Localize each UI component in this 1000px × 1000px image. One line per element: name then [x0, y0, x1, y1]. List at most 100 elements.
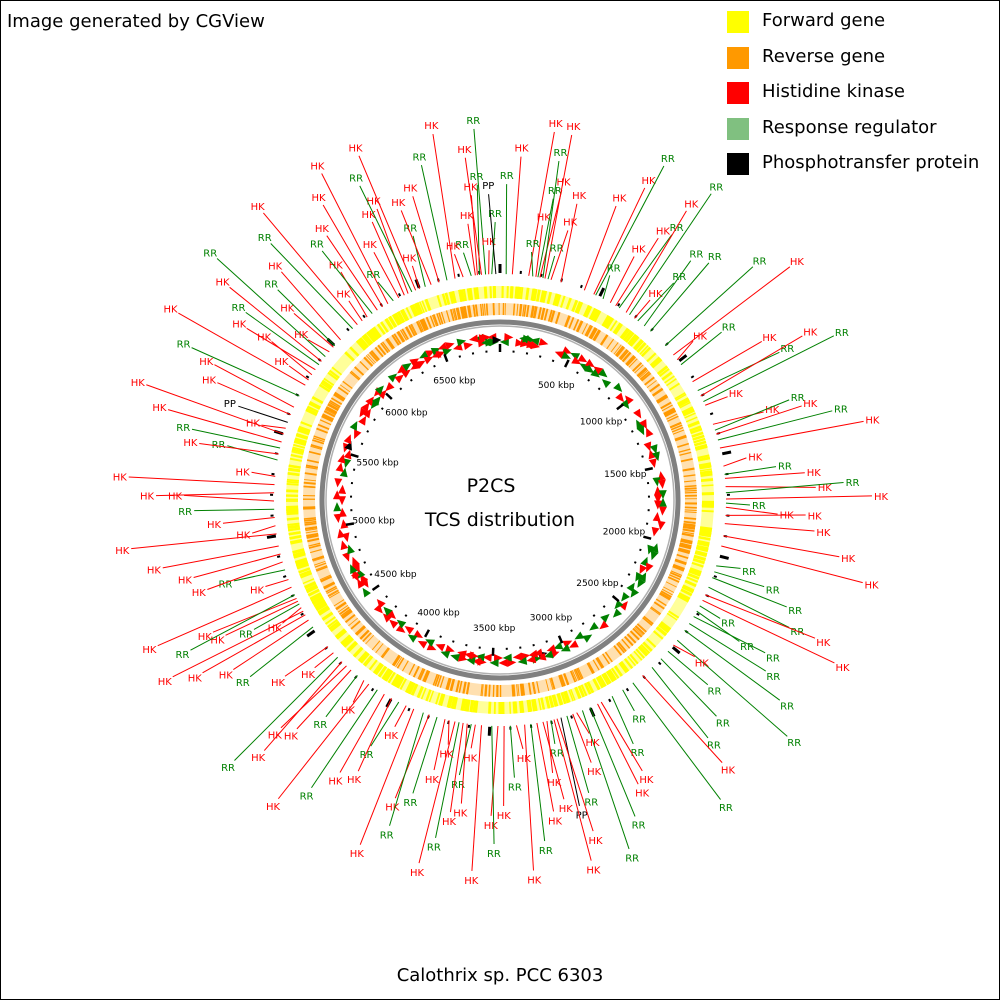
tcs-arrowhead: [577, 354, 588, 363]
forward-gene: [700, 470, 713, 475]
tcs-arrowhead: [383, 606, 393, 616]
feature-leader-line: [284, 646, 329, 677]
forward-gene: [583, 682, 592, 695]
reverse-gene: [312, 557, 325, 562]
feature-leader-line: [490, 725, 499, 816]
reverse-gene: [359, 629, 370, 640]
tcs-arrowhead: [613, 382, 623, 393]
reverse-gene: [610, 342, 619, 353]
feature-label-hk: HK: [301, 670, 316, 681]
forward-gene: [286, 509, 299, 514]
reverse-gene: [632, 627, 643, 638]
forward-gene: [349, 346, 360, 357]
tcs-arrowhead: [619, 601, 628, 611]
feature-label-rr: RR: [708, 252, 722, 263]
forward-gene: [288, 531, 301, 536]
forward-gene: [293, 551, 306, 557]
feature-leader-line: [157, 586, 292, 647]
reverse-gene: [456, 680, 461, 693]
legend-item-phosphotransfer-protein: Phosphotransfer protein: [727, 151, 979, 187]
outer-scale-mark: [276, 555, 281, 558]
reverse-gene: [308, 450, 321, 456]
feature-label-hk: HK: [631, 245, 646, 256]
feature-label-rr: RR: [661, 154, 675, 165]
feature-leader-line: [178, 312, 306, 386]
feature-label-rr: RR: [722, 323, 736, 334]
legend: Forward gene Reverse gene Histidine kina…: [727, 9, 979, 187]
feature-leader-line: [535, 225, 543, 277]
tcs-arrowhead: [489, 659, 499, 668]
reverse-gene: [632, 362, 642, 372]
reverse-gene: [324, 410, 336, 417]
tcs-arrowhead: [337, 453, 346, 464]
forward-gene: [560, 691, 567, 705]
feature-label-rr: RR: [554, 148, 568, 159]
reverse-gene: [663, 586, 675, 593]
feature-leader-line: [263, 661, 343, 751]
feature-label-rr: RR: [721, 619, 735, 630]
forward-gene: [614, 323, 623, 335]
forward-gene: [674, 392, 686, 400]
tcs-arrowhead: [338, 484, 347, 494]
feature-leader-line: [156, 492, 275, 497]
forward-gene: [466, 288, 471, 301]
inner-tick: [581, 622, 585, 626]
forward-gene: [688, 568, 702, 576]
reverse-gene: [439, 676, 445, 688]
reverse-gene: [550, 677, 556, 690]
feature-leader-line: [217, 382, 291, 416]
forward-gene: [293, 440, 306, 446]
reverse-gene: [400, 329, 408, 341]
forward-gene: [661, 371, 673, 381]
forward-gene: [649, 356, 661, 367]
forward-gene: [421, 300, 428, 313]
forward-gene: [574, 301, 582, 314]
reverse-gene: [684, 487, 697, 490]
forward-gene: [545, 696, 551, 709]
feature-label-hk: HK: [294, 330, 309, 341]
forward-gene: [320, 382, 332, 391]
reverse-gene: [588, 327, 596, 339]
feature-label-rr: RR: [787, 738, 801, 749]
reverse-gene: [643, 615, 654, 625]
forward-gene: [298, 567, 311, 574]
forward-gene: [698, 462, 712, 467]
reverse-gene: [354, 366, 365, 376]
forward-gene: [682, 407, 695, 416]
forward-gene: [335, 629, 347, 640]
tcs-arrowhead: [571, 356, 582, 365]
forward-gene: [312, 596, 324, 605]
forward-gene: [363, 333, 373, 345]
forward-gene: [697, 456, 711, 462]
feature-label-hk: HK: [537, 212, 552, 223]
forward-gene: [646, 352, 657, 363]
inner-tick: [611, 595, 620, 603]
reverse-gene: [316, 427, 328, 434]
tcs-arrowhead: [463, 342, 473, 350]
reverse-gene: [684, 489, 697, 492]
feature-label-rr: RR: [380, 830, 394, 841]
forward-gene: [639, 345, 649, 355]
reverse-gene: [664, 410, 677, 418]
forward-gene: [629, 335, 639, 346]
feature-label-rr: RR: [500, 171, 514, 182]
feature-leader-line: [370, 701, 400, 747]
reverse-gene: [411, 323, 418, 335]
inner-tick: [404, 614, 408, 617]
reverse-gene: [488, 684, 491, 697]
forward-gene: [656, 626, 668, 636]
feature-leader-line: [191, 347, 300, 397]
tcs-arrowhead: [481, 333, 492, 342]
forward-gene: [451, 291, 457, 304]
feature-leader-line: [693, 616, 766, 654]
feature-leader-line: [265, 579, 289, 587]
scale-label: 5000 kbp: [352, 516, 395, 526]
reverse-gene: [590, 328, 598, 340]
tcs-arrowhead: [561, 351, 571, 359]
tcs-arrowhead: [561, 346, 572, 354]
feature-leader-line: [589, 707, 636, 817]
reverse-gene: [327, 403, 339, 412]
reverse-gene: [659, 591, 671, 600]
inner-tick: [433, 364, 436, 368]
reverse-gene: [576, 668, 583, 680]
